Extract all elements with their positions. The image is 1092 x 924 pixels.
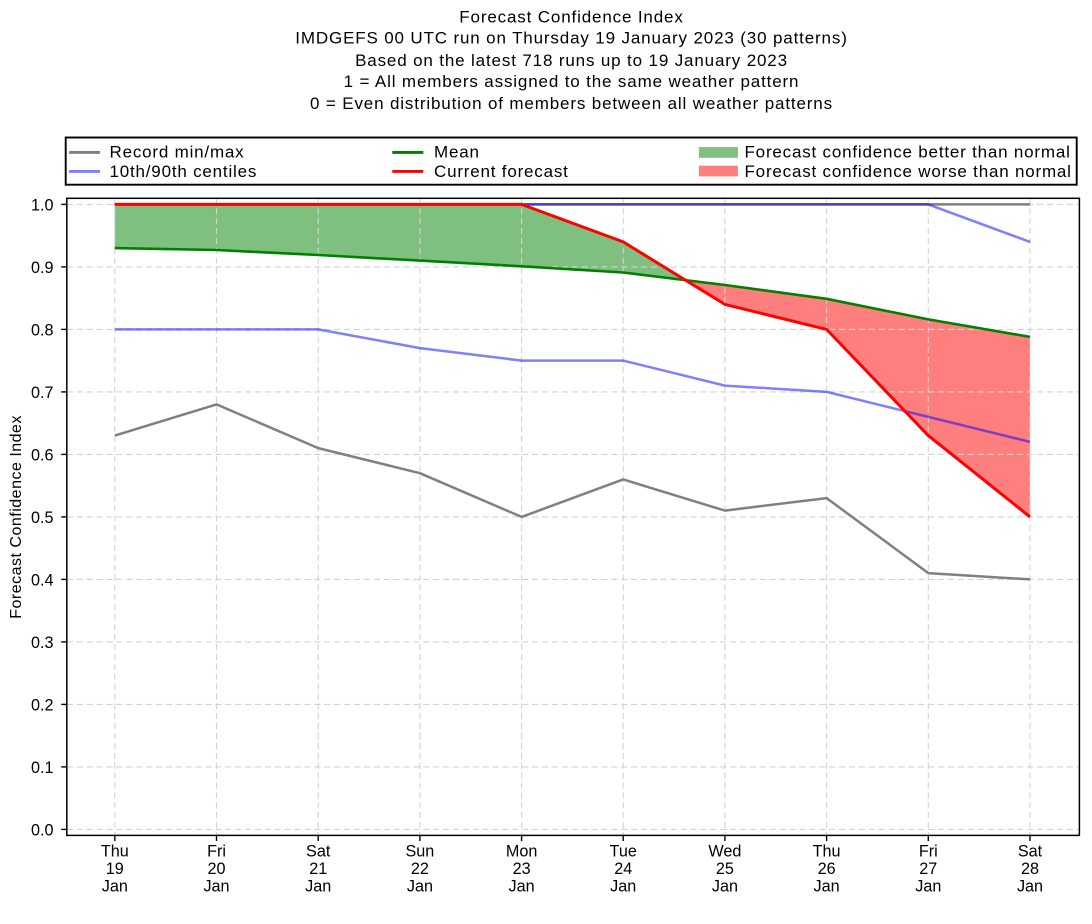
svg-text:Jan: Jan	[1017, 877, 1043, 895]
svg-text:Sat: Sat	[306, 842, 331, 860]
svg-text:Sun: Sun	[405, 842, 434, 860]
svg-text:Forecast confidence worse than: Forecast confidence worse than normal	[745, 162, 1072, 181]
svg-text:0.1: 0.1	[31, 759, 54, 777]
svg-text:Jan: Jan	[509, 877, 535, 895]
svg-text:0.8: 0.8	[31, 322, 54, 340]
svg-text:Forecast Confidence Index: Forecast Confidence Index	[459, 7, 683, 26]
svg-text:27: 27	[919, 860, 937, 878]
svg-text:Jan: Jan	[814, 877, 840, 895]
svg-text:0.4: 0.4	[31, 572, 54, 590]
svg-text:20: 20	[207, 860, 225, 878]
svg-text:Jan: Jan	[102, 877, 128, 895]
svg-text:0.5: 0.5	[31, 509, 54, 527]
svg-text:Jan: Jan	[712, 877, 738, 895]
svg-text:Based on the latest 718 runs u: Based on the latest 718 runs up to 19 Ja…	[355, 51, 788, 70]
svg-text:10th/90th centiles: 10th/90th centiles	[110, 162, 258, 181]
svg-text:0.9: 0.9	[31, 259, 54, 277]
svg-text:Thu: Thu	[101, 842, 129, 860]
svg-text:Jan: Jan	[407, 877, 433, 895]
svg-text:1.0: 1.0	[31, 197, 54, 215]
svg-text:28: 28	[1021, 860, 1039, 878]
svg-text:25: 25	[716, 860, 734, 878]
svg-text:26: 26	[818, 860, 836, 878]
svg-text:0.0: 0.0	[31, 822, 54, 840]
svg-text:1 = All members assigned to th: 1 = All members assigned to the same wea…	[344, 72, 800, 91]
svg-text:Fri: Fri	[919, 842, 938, 860]
svg-text:0.6: 0.6	[31, 447, 54, 465]
svg-text:0.7: 0.7	[31, 384, 54, 402]
svg-text:Forecast Confidence Index: Forecast Confidence Index	[8, 415, 25, 619]
svg-text:0 = Even distribution of membe: 0 = Even distribution of members between…	[310, 94, 833, 113]
svg-text:21: 21	[309, 860, 327, 878]
svg-text:IMDGEFS 00 UTC run on Thursday: IMDGEFS 00 UTC run on Thursday 19 Januar…	[295, 29, 847, 48]
svg-text:0.2: 0.2	[31, 697, 54, 715]
svg-text:Forecast confidence better tha: Forecast confidence better than normal	[745, 142, 1071, 161]
svg-text:24: 24	[614, 860, 632, 878]
svg-text:23: 23	[513, 860, 531, 878]
svg-text:Mean: Mean	[434, 142, 480, 161]
svg-text:Tue: Tue	[610, 842, 637, 860]
svg-text:19: 19	[106, 860, 124, 878]
svg-text:Current forecast: Current forecast	[434, 162, 569, 181]
svg-text:Mon: Mon	[506, 842, 538, 860]
svg-text:Jan: Jan	[203, 877, 229, 895]
svg-text:Jan: Jan	[305, 877, 331, 895]
svg-text:Jan: Jan	[610, 877, 636, 895]
svg-text:Jan: Jan	[915, 877, 941, 895]
svg-text:Fri: Fri	[207, 842, 226, 860]
svg-text:22: 22	[411, 860, 429, 878]
svg-text:0.3: 0.3	[31, 634, 54, 652]
svg-text:Record min/max: Record min/max	[110, 142, 245, 161]
svg-text:Thu: Thu	[813, 842, 841, 860]
svg-text:Wed: Wed	[708, 842, 741, 860]
svg-text:Sat: Sat	[1018, 842, 1043, 860]
